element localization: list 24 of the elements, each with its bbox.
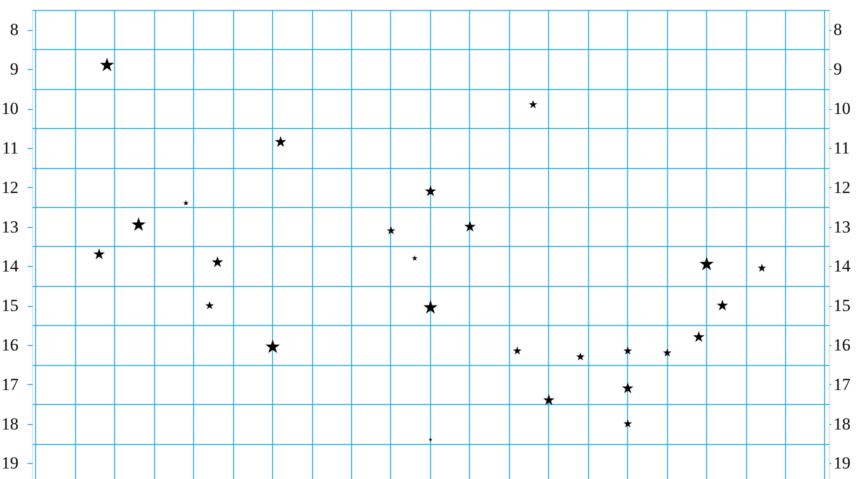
y2-tick-label: 16	[833, 336, 850, 354]
y-tick-label: 11	[2, 138, 19, 158]
y-tick-label: 8	[10, 20, 19, 40]
y2-tick-label: 13	[833, 217, 850, 236]
y2-tick-label: 15	[833, 296, 850, 316]
y2-tick-label: 10	[833, 99, 850, 118]
y-tick-label: 15	[2, 296, 19, 316]
y-tick-label: 16	[2, 336, 19, 354]
y2-tick-label: 19	[833, 454, 850, 473]
y2-tick-label: 17	[833, 374, 851, 394]
y-tick-label: 14	[2, 256, 20, 276]
y2-tick-label: 14	[833, 256, 851, 276]
y-tick-label: 19	[2, 454, 19, 473]
y-tick-label: 17	[2, 374, 20, 394]
y2-tick-label: 11	[833, 138, 850, 158]
y-tick-label: 10	[2, 99, 19, 118]
y2-tick-label: 18	[833, 414, 850, 434]
y2-tick-label: 12	[833, 178, 850, 197]
y2-tick-label: 8	[833, 20, 842, 40]
y-tick-label: 18	[2, 414, 19, 434]
y-tick-label: 12	[2, 178, 19, 197]
y2-tick-label: 9	[833, 60, 842, 79]
y-tick-label: 9	[10, 60, 19, 79]
y-tick-label: 13	[2, 217, 19, 236]
